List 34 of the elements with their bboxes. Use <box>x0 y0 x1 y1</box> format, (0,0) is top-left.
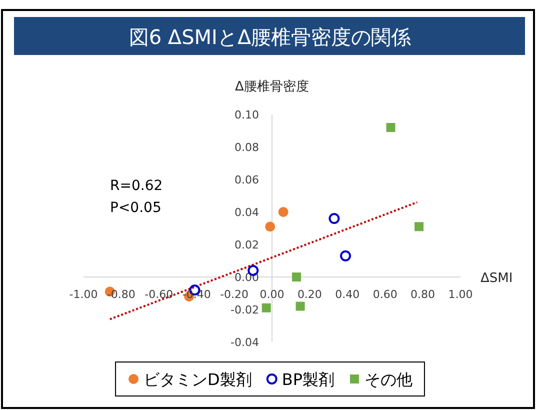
x-axis-title: ΔSMI <box>480 271 513 286</box>
point <box>328 213 340 224</box>
point <box>278 207 288 217</box>
x-tick-label: -0.80 <box>106 288 136 301</box>
point <box>262 303 271 312</box>
x-tick-label: 0.60 <box>372 288 398 301</box>
legend-label: ビタミンD製剤 <box>144 370 252 389</box>
x-tick-label: 0.00 <box>260 288 284 301</box>
y-tick-label: 0.02 <box>234 238 259 252</box>
legend-label: BP製剤 <box>282 370 334 389</box>
y-axis-title: Δ腰椎骨密度 <box>235 78 309 94</box>
point <box>292 272 302 282</box>
x-tick-label: 0.40 <box>335 288 360 301</box>
annotation: P<0.05 <box>110 200 162 216</box>
chart-title: 図6 ΔSMIとΔ腰椎骨密度の関係 <box>128 25 412 49</box>
point <box>340 250 352 262</box>
y-tick-label: 0.04 <box>234 206 259 219</box>
point <box>296 302 305 311</box>
y-tick-label: 0.10 <box>234 108 259 122</box>
x-tick-label: -1.00 <box>69 288 98 301</box>
point <box>414 222 424 232</box>
x-tick-label: -0.60 <box>144 288 174 301</box>
annotation: R=0.62 <box>110 178 163 194</box>
x-tick-label: -0.20 <box>220 288 249 301</box>
point <box>386 123 396 132</box>
y-tick-label: -0.02 <box>230 304 259 316</box>
y-tick-label: 0.06 <box>234 174 259 186</box>
x-tick-label: 0.20 <box>297 288 322 301</box>
y-tick-label: 0.08 <box>234 141 259 154</box>
point <box>265 222 276 232</box>
y-tick-label: -0.04 <box>230 336 259 349</box>
x-tick-label: 0.80 <box>410 288 436 301</box>
x-tick-label: 1.00 <box>448 288 473 301</box>
legend-label: その他 <box>364 370 412 389</box>
